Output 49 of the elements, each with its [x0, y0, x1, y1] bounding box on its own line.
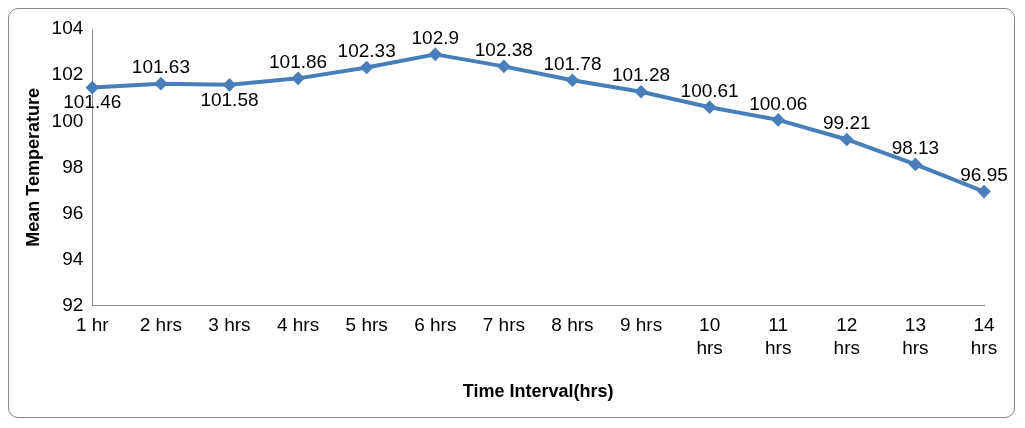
- data-label: 102.33: [337, 40, 396, 62]
- x-tick-label: 12 hrs: [833, 314, 861, 359]
- y-tick-label: 104: [51, 17, 84, 39]
- point: [86, 81, 99, 94]
- point: [635, 85, 648, 98]
- data-label: 102.38: [474, 39, 533, 61]
- data-label: 102.9: [411, 27, 460, 49]
- y-tick-label: 94: [62, 247, 84, 269]
- x-tick-label: 1 hr: [75, 314, 110, 336]
- point: [223, 78, 236, 91]
- y-axis-title: Mean Temperature: [22, 88, 43, 247]
- x-tick-label: 9 hrs: [619, 314, 663, 336]
- point: [360, 61, 373, 74]
- x-tick-label: 3 hrs: [208, 314, 251, 336]
- data-label: 100.61: [680, 79, 739, 101]
- point: [840, 133, 853, 146]
- data-label: 96.95: [960, 164, 1008, 186]
- x-tick-label: 4 hrs: [276, 314, 320, 336]
- point: [772, 113, 785, 126]
- y-tick-label: 96: [62, 201, 84, 223]
- data-label: 98.13: [891, 137, 940, 159]
- x-tick-label: 5 hrs: [345, 314, 388, 336]
- data-label: 101.78: [543, 52, 602, 74]
- x-tick-label: 10 hrs: [696, 314, 723, 359]
- x-tick-label: 2 hrs: [139, 314, 183, 336]
- y-tick-label: 102: [51, 63, 84, 85]
- point: [292, 72, 305, 85]
- data-label: 101.63: [131, 56, 190, 78]
- x-tick-label: 14 hrs: [970, 314, 998, 359]
- y-tick-label: 92: [62, 294, 84, 316]
- point: [978, 185, 990, 198]
- point: [497, 60, 510, 73]
- x-axis-title: Time Interval(hrs): [462, 381, 614, 402]
- x-tick-label: 7 hrs: [482, 314, 525, 336]
- x-tick-label: 6 hrs: [414, 314, 457, 336]
- x-tick-label: 13 hrs: [902, 314, 929, 359]
- y-tick-label: 98: [62, 155, 84, 177]
- point: [154, 77, 167, 90]
- point: [566, 74, 579, 87]
- point: [909, 158, 922, 171]
- data-label: 101.86: [269, 51, 328, 73]
- data-label: 101.28: [611, 64, 671, 86]
- data-label: 101.58: [200, 88, 259, 110]
- x-tick-label: 11 hrs: [765, 314, 792, 359]
- point: [429, 48, 442, 61]
- data-label: 100.06: [749, 92, 808, 114]
- x-tick-label: 8 hrs: [551, 314, 594, 336]
- point: [703, 101, 716, 114]
- data-label: 99.21: [823, 112, 871, 134]
